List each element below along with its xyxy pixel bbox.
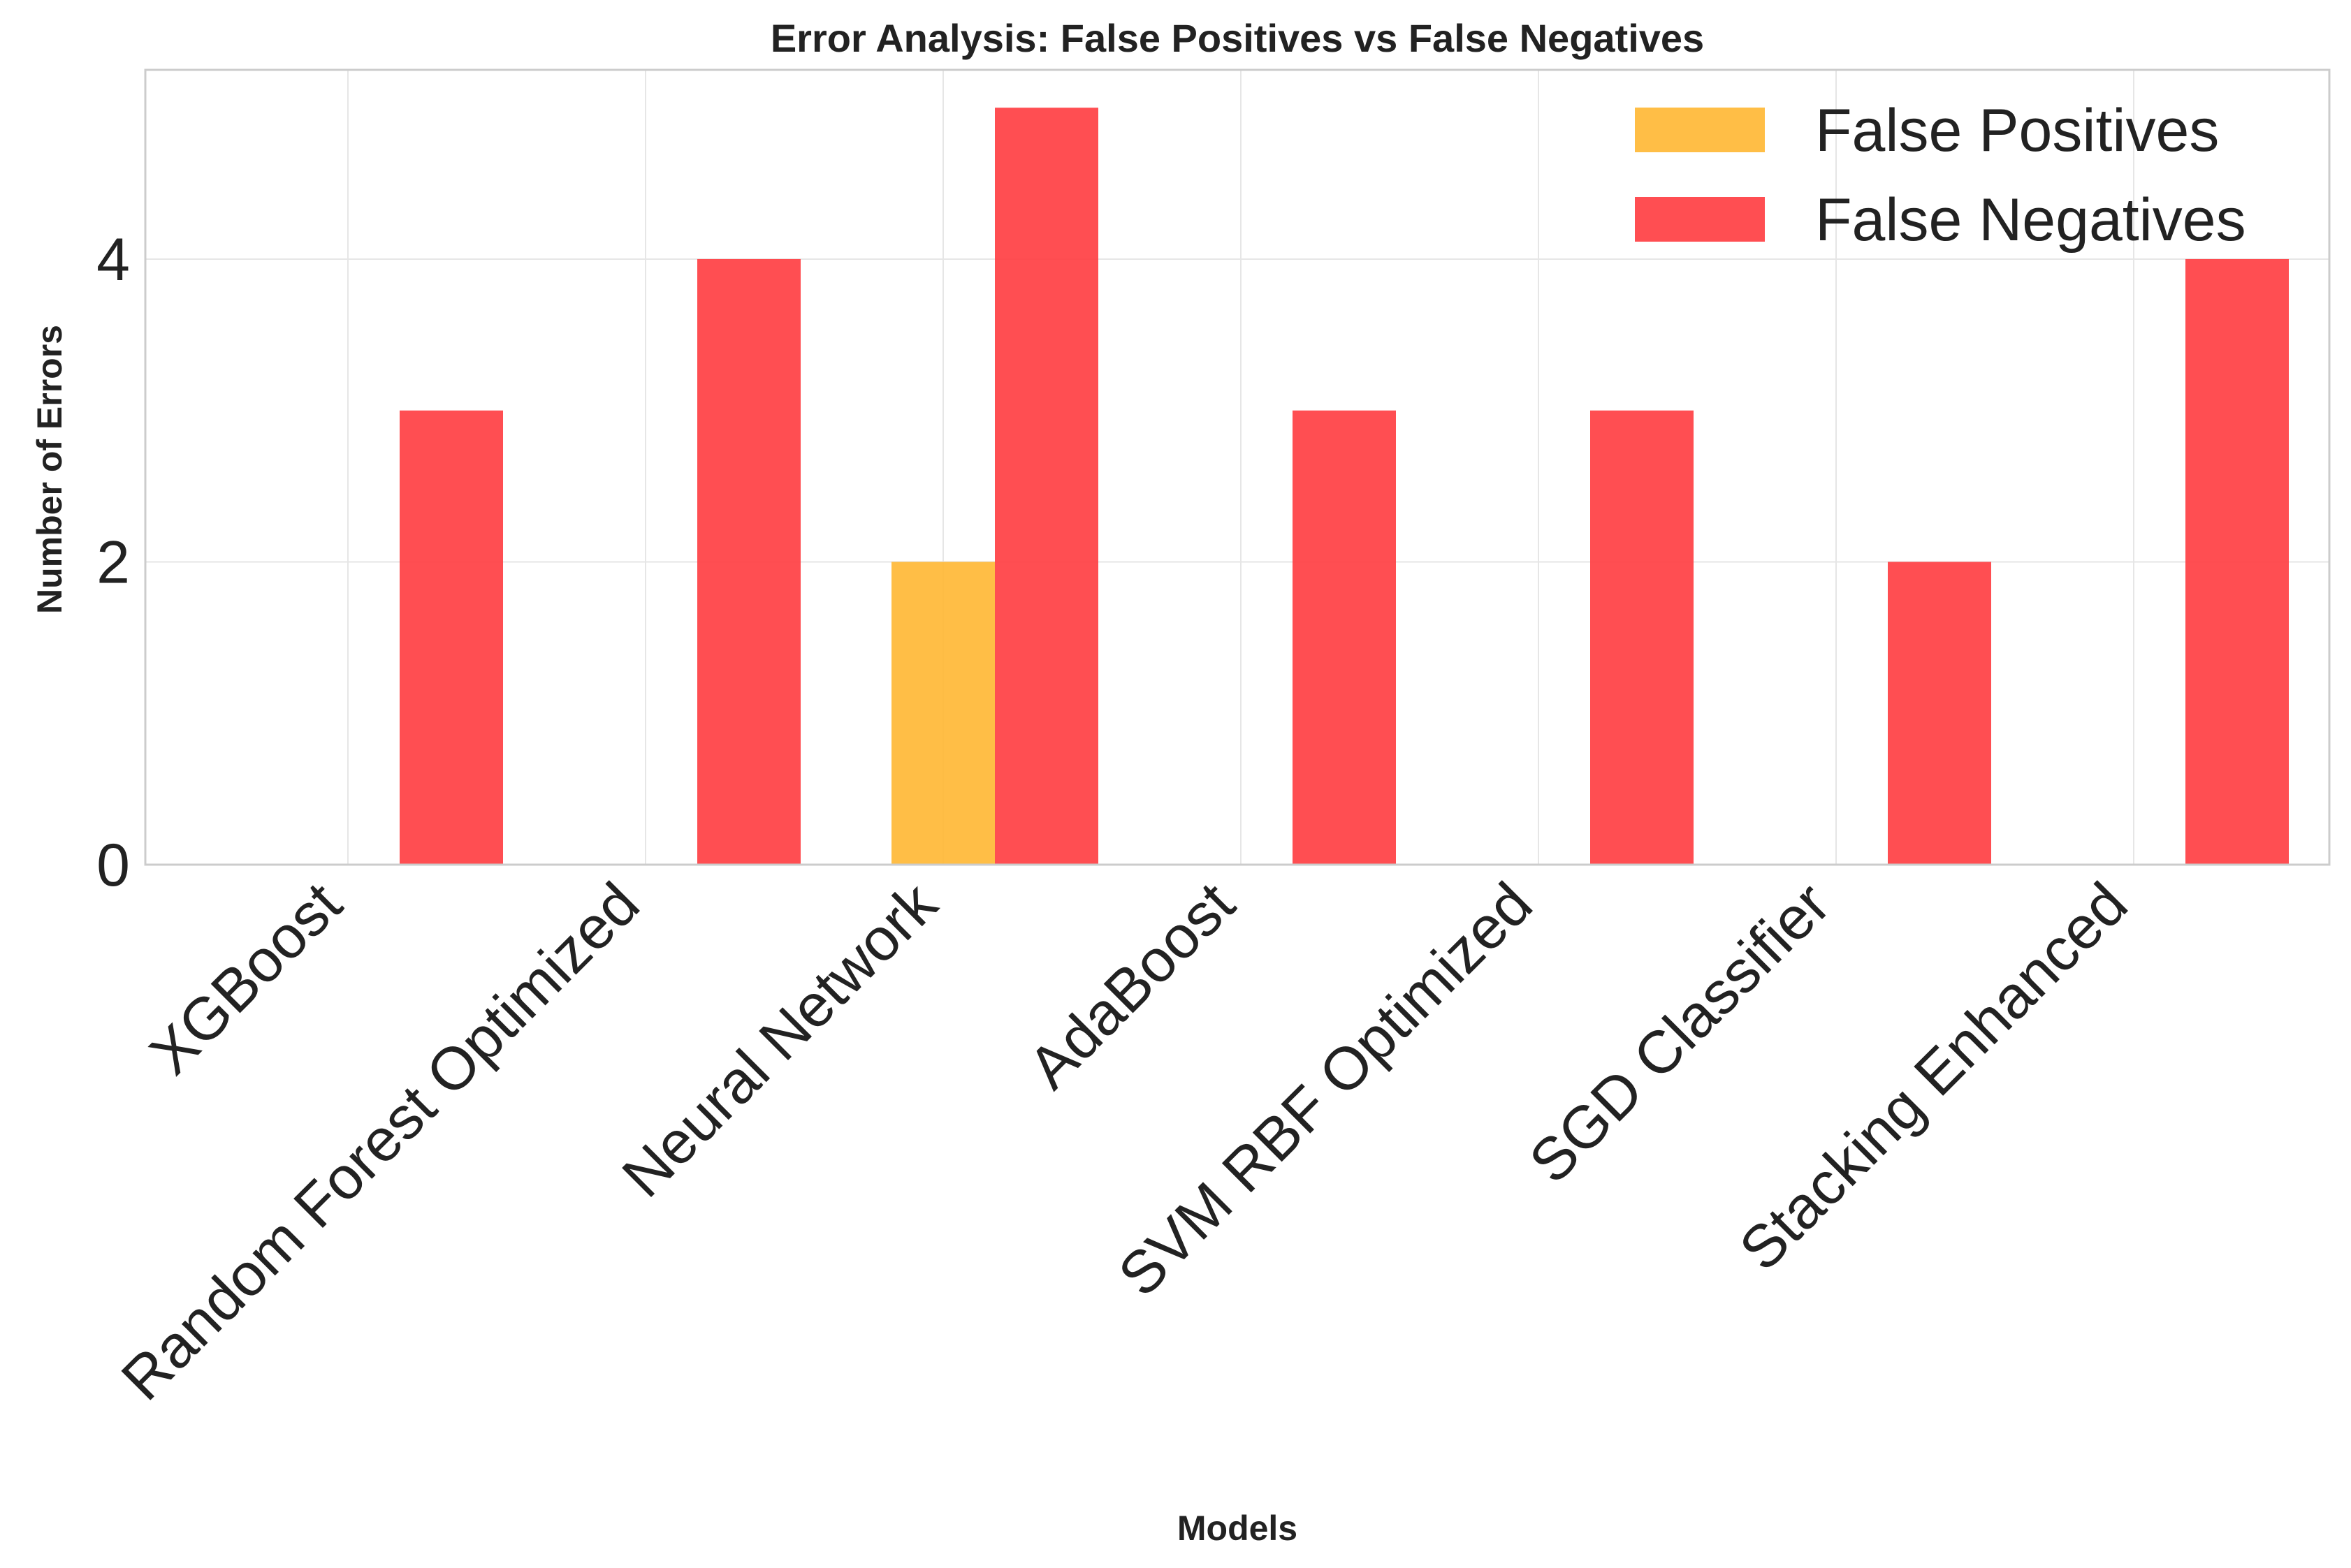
chart-title: Error Analysis: False Positives vs False… — [771, 16, 1704, 60]
legend-label: False Negatives — [1815, 186, 2246, 254]
bar-false-negatives — [2185, 258, 2289, 865]
plot-frame — [144, 68, 2331, 866]
x-tick-label: XGBoost — [137, 870, 354, 1087]
bar-false-negatives — [1293, 410, 1396, 865]
y-tick-label: 4 — [96, 226, 130, 293]
bar-false-negatives — [1590, 410, 1694, 865]
x-tick-label: Neural Network — [609, 870, 950, 1210]
x-tick-label: SGD Classifier — [1517, 870, 1843, 1196]
x-tick-label: AdaBoost — [1016, 870, 1248, 1101]
bar-false-negatives — [697, 258, 801, 865]
legend-swatch — [1635, 197, 1765, 242]
bar-false-negatives — [995, 108, 1098, 865]
legend: False Positives False Negatives — [1635, 97, 2246, 254]
bars — [400, 108, 2289, 865]
y-tick-label: 0 — [96, 832, 130, 899]
x-axis-label: Models — [1177, 1509, 1297, 1548]
legend-label: False Positives — [1815, 97, 2219, 164]
y-tick-labels: 0 2 4 — [96, 226, 130, 899]
y-axis-label: Number of Errors — [30, 325, 69, 614]
bar-false-negatives — [400, 410, 503, 865]
legend-swatch — [1635, 108, 1765, 152]
y-tick-label: 2 — [96, 529, 130, 596]
bar-false-negatives — [1888, 562, 1991, 865]
x-tick-label: Random Forest Optimized — [109, 870, 653, 1414]
bar-false-positives — [891, 562, 995, 865]
